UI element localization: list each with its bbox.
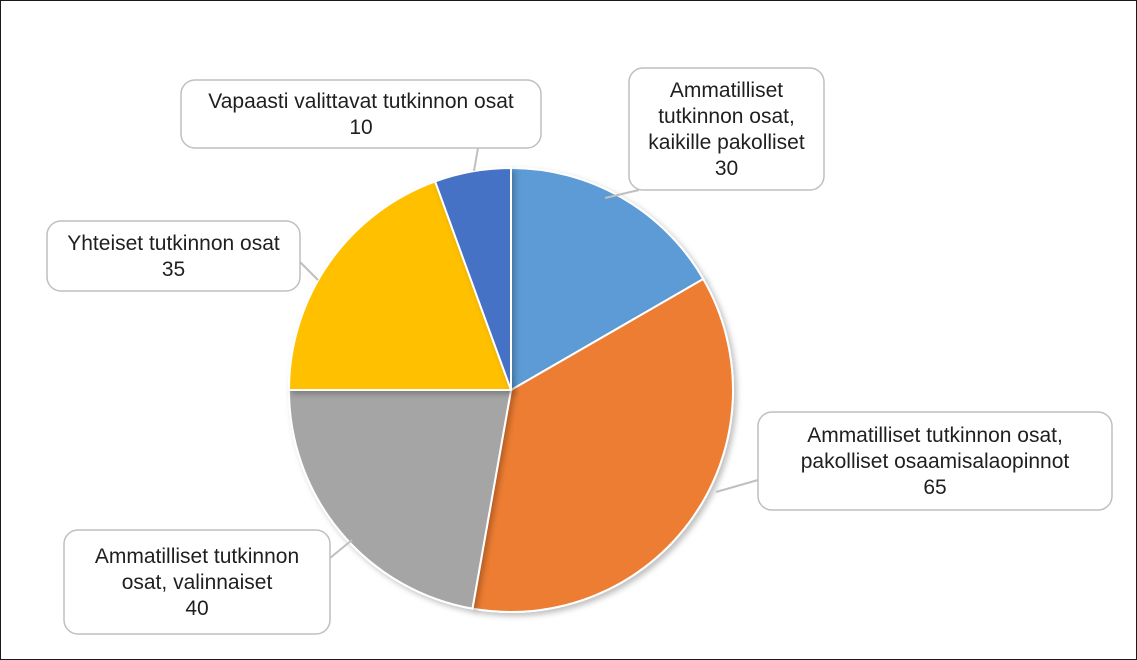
data-label-category: tutkinnon osat,: [658, 105, 795, 128]
callout-4: Yhteiset tutkinnon osat 35: [46, 220, 319, 292]
pie-slice-2: [471, 277, 734, 613]
data-label-category: kaikille pakolliset: [648, 131, 805, 154]
data-label-category: Ammatilliset: [670, 79, 783, 102]
callout-box: [46, 220, 301, 292]
data-label-value: 35: [162, 258, 185, 281]
leader-line: [473, 147, 479, 172]
callout-5: Vapaasti valittavat tutkinnon osat 10: [180, 79, 542, 172]
data-label-category: Yhteiset tutkinnon osat: [67, 232, 280, 255]
data-label-category: Vapaasti valittavat tutkinnon osat: [208, 90, 514, 113]
callout-box: [63, 529, 331, 635]
data-label-value: 30: [715, 157, 738, 180]
callout-1: Ammatilliset tutkinnon osat, kaikille pako…: [604, 67, 825, 199]
data-label-category: osat, valinnaiset: [122, 571, 273, 594]
data-label-category: pakolliset osaamisalaopinnot: [801, 450, 1070, 473]
leader-line: [299, 261, 319, 281]
leader-line: [604, 189, 640, 199]
data-label-category: Ammatilliset tutkinnon: [95, 545, 299, 568]
callout-box: [180, 79, 542, 149]
pie-slice-1: [510, 166, 705, 392]
pie-slice-4: [287, 180, 513, 391]
callout-3: Ammatilliset tutkinnon osat, valinnaiset 4…: [63, 529, 353, 635]
callout-box: [628, 67, 825, 191]
pie-slice-5: [433, 166, 512, 391]
leader-line: [715, 479, 759, 493]
data-label-value: 40: [185, 597, 208, 620]
data-label-value: 10: [349, 116, 372, 139]
pie-slice-3: [287, 389, 513, 610]
leader-line: [329, 539, 353, 559]
data-label-value: 65: [923, 476, 946, 499]
callout-2: Ammatilliset tutkinnon osat, pakolliset o…: [715, 411, 1113, 511]
data-label-category: Ammatilliset tutkinnon osat,: [807, 424, 1063, 447]
callout-box: [757, 411, 1113, 511]
